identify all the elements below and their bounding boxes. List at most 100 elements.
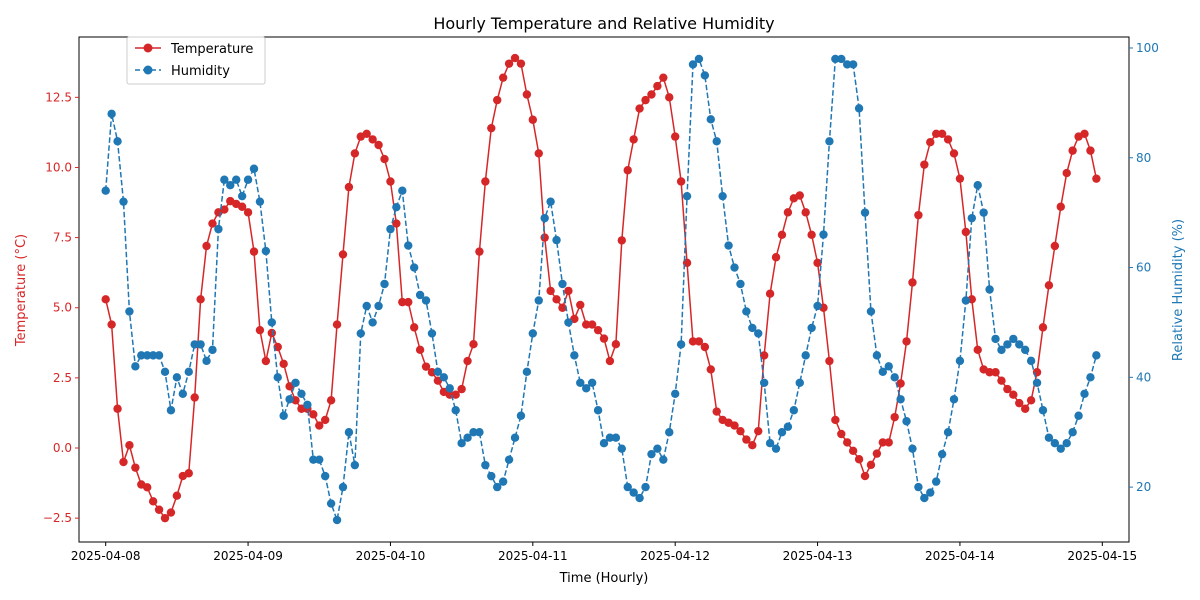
data-point-humidity xyxy=(350,460,360,470)
x-tick-label: 2025-04-12 xyxy=(640,549,710,563)
data-point-temperature xyxy=(783,208,793,217)
data-point-humidity xyxy=(398,186,407,195)
data-point-temperature xyxy=(160,513,170,523)
data-point-humidity xyxy=(154,351,164,360)
data-point-humidity xyxy=(682,191,692,201)
y-left-tick-label: 2.5 xyxy=(53,371,72,385)
legend-box xyxy=(126,36,266,85)
data-point-humidity xyxy=(789,406,799,415)
data-point-humidity xyxy=(742,307,751,316)
data-point-humidity xyxy=(783,422,793,431)
data-point-temperature xyxy=(706,365,715,374)
data-point-humidity xyxy=(623,482,632,492)
data-point-temperature xyxy=(237,202,247,211)
data-point-humidity xyxy=(700,71,710,80)
data-point-humidity xyxy=(878,367,888,377)
data-point-humidity xyxy=(688,60,698,69)
data-point-temperature xyxy=(813,258,822,268)
data-point-humidity xyxy=(1009,334,1018,344)
data-point-humidity xyxy=(558,279,567,289)
data-point-temperature xyxy=(599,334,609,343)
data-point-humidity xyxy=(1062,439,1071,448)
data-point-humidity xyxy=(1050,439,1060,448)
data-point-humidity xyxy=(356,329,365,338)
data-point-humidity xyxy=(469,428,478,437)
data-point-temperature xyxy=(1062,168,1071,178)
data-point-humidity xyxy=(297,389,306,398)
axes-frame xyxy=(78,36,1130,543)
data-point-humidity xyxy=(380,279,389,289)
data-point-temperature xyxy=(831,415,840,425)
data-point-temperature xyxy=(362,129,371,138)
data-point-temperature xyxy=(973,345,982,355)
data-point-humidity xyxy=(279,411,288,420)
data-point-temperature xyxy=(1020,404,1030,413)
data-point-temperature xyxy=(765,289,775,298)
data-point-temperature xyxy=(991,368,1000,377)
x-tick-label: 2025-04-15 xyxy=(1067,549,1137,563)
data-point-humidity xyxy=(504,455,514,464)
x-axis: 2025-04-08 2025-04-09 2025-04-10 2025-04-11… xyxy=(71,542,1137,563)
data-point-temperature xyxy=(742,435,751,444)
data-point-temperature xyxy=(220,205,229,214)
data-point-temperature xyxy=(528,115,538,124)
data-point-temperature xyxy=(487,123,496,133)
data-point-humidity xyxy=(908,444,917,453)
data-point-humidity xyxy=(522,367,532,377)
data-point-temperature xyxy=(368,135,377,144)
data-point-humidity xyxy=(516,411,526,420)
data-point-humidity xyxy=(617,444,626,453)
data-point-humidity xyxy=(451,406,460,415)
data-point-temperature xyxy=(534,149,543,158)
data-point-humidity xyxy=(712,137,721,146)
data-point-humidity xyxy=(113,137,122,146)
legend-humidity-marker xyxy=(143,65,153,75)
data-point-humidity xyxy=(748,323,757,333)
data-point-temperature xyxy=(350,149,360,158)
data-point-humidity xyxy=(415,290,425,300)
data-point-humidity xyxy=(932,477,941,486)
data-point-temperature xyxy=(338,250,348,259)
data-point-humidity xyxy=(997,345,1006,355)
data-point-humidity xyxy=(534,296,543,305)
data-point-humidity xyxy=(433,367,443,377)
data-point-humidity xyxy=(599,439,609,448)
data-point-temperature xyxy=(605,356,615,366)
data-point-humidity xyxy=(1080,389,1089,398)
y-right-tick-label: 60 xyxy=(1136,261,1151,275)
y-axis-right-label: Relative Humidity (%) xyxy=(1171,219,1186,361)
x-tick-label: 2025-04-08 xyxy=(71,549,141,563)
data-point-temperature xyxy=(457,384,466,394)
data-point-temperature xyxy=(421,362,431,371)
data-point-humidity xyxy=(706,115,715,124)
data-point-humidity xyxy=(1044,433,1054,442)
data-point-temperature xyxy=(985,368,994,377)
data-point-humidity xyxy=(926,488,935,497)
data-point-humidity xyxy=(872,351,882,360)
legend-temperature-label: Temperature xyxy=(170,42,253,57)
data-point-temperature xyxy=(908,278,917,287)
data-point-temperature xyxy=(694,337,704,346)
data-point-humidity xyxy=(315,455,324,464)
y-right-tick-label: 80 xyxy=(1136,151,1151,165)
data-point-temperature xyxy=(101,295,110,304)
data-point-humidity xyxy=(991,334,1000,344)
data-point-temperature xyxy=(937,129,947,138)
data-point-temperature xyxy=(546,286,555,296)
data-point-temperature xyxy=(914,210,923,220)
data-point-humidity xyxy=(392,202,401,212)
data-point-temperature xyxy=(641,95,650,105)
data-point-humidity xyxy=(665,428,674,437)
data-point-humidity xyxy=(1003,340,1012,349)
data-point-temperature xyxy=(1044,281,1054,290)
y-left-tick-label: −2.5 xyxy=(43,511,72,525)
data-point-temperature xyxy=(955,174,965,183)
data-point-humidity xyxy=(131,362,140,371)
data-point-temperature xyxy=(961,227,971,237)
data-point-temperature xyxy=(273,342,282,352)
data-point-temperature xyxy=(926,138,935,147)
data-point-humidity xyxy=(148,351,158,360)
data-point-humidity xyxy=(570,351,579,360)
data-point-temperature xyxy=(795,191,804,200)
